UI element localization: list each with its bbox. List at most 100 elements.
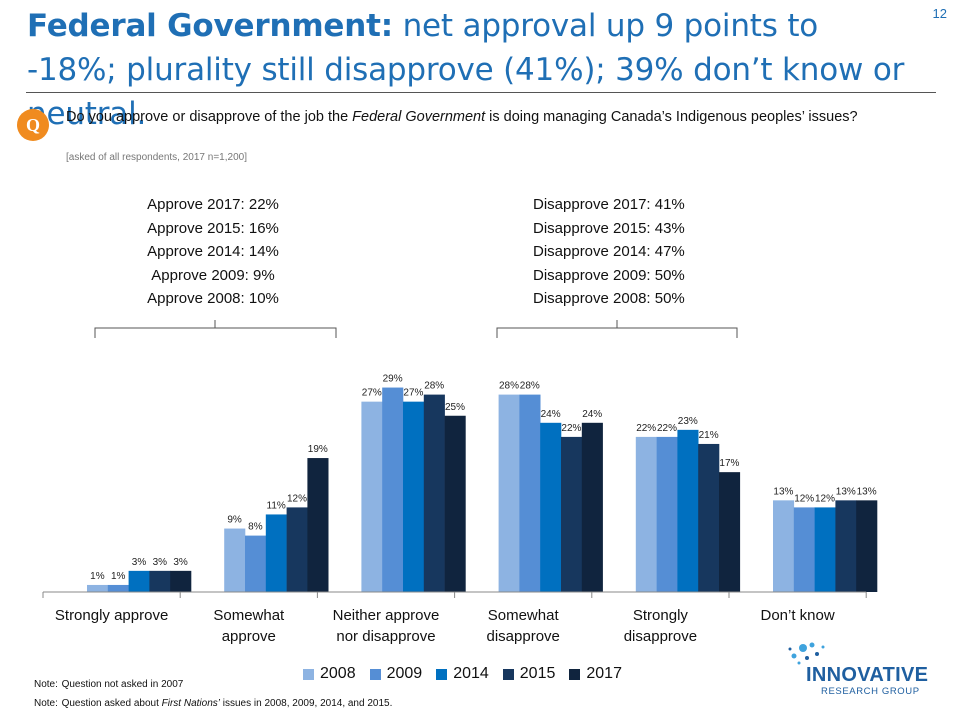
logo-subtitle: RESEARCH GROUP [821,686,920,697]
data-label: 22% [561,423,581,434]
data-label: 3% [173,557,188,568]
legend-label: 2008 [320,665,356,682]
bar [245,535,267,592]
bar [224,528,246,592]
bar [265,514,287,592]
legend-label: 2017 [586,665,622,682]
approve-summary-line: Approve 2008: 10% [147,290,279,307]
bar [444,415,466,592]
bar [793,507,815,592]
bar [87,584,109,592]
data-label: 17% [719,458,739,469]
data-label: 28% [499,381,519,392]
footnote-text-after: issues in 2008, 2009, 2014, and 2015. [220,698,393,709]
footnote-text: Question not asked in 2007 [61,679,184,690]
footnote-text: Question asked about [61,698,162,709]
legend-item: 2008 [303,665,356,683]
bar [403,401,425,592]
disapprove-summary-line: Disapprove 2009: 50% [533,266,685,284]
disapprove-summary-line: Disapprove 2008: 50% [533,290,685,307]
data-label: 13% [773,486,793,497]
data-label: 24% [541,409,561,420]
data-label: 12% [794,493,814,504]
question-text-after: is doing managing Canada’s Indigenous pe… [485,109,858,125]
data-label: 3% [153,557,168,568]
chart-legend: 2008 2009 2014 2015 2017 [303,664,622,684]
disapprove-summary-line: Disapprove 2017: 41% [533,196,685,213]
approve-summary-line: Approve 2014: 14% [147,243,279,260]
bar [814,507,836,592]
x-axis: Strongly approve Somewhat approve Neither a… [42,591,867,645]
disapprove-summary-line: Disapprove 2015: 43% [533,219,685,237]
bar [719,472,741,592]
data-label: 27% [362,388,382,399]
approve-brace [94,320,337,338]
legend-swatch [569,668,581,680]
bar [519,394,541,592]
data-label: 23% [678,416,698,427]
question-text-before: Do you approve or disapprove of the job … [66,109,353,125]
data-label: 22% [636,423,656,434]
data-label: 27% [403,388,423,399]
bar [635,436,657,592]
bar [773,500,795,592]
data-label: 8% [248,522,263,533]
category-label: Strongly approve [55,607,168,624]
question-text: Do you approve or disapprove of the job … [66,107,886,127]
legend-swatch [303,668,314,680]
bar [423,394,445,592]
legend-item: 2009 [369,665,423,683]
footnote-label: Note: [34,679,58,690]
approve-summary-line: Approve 2015: 16% [147,219,279,237]
legend-swatch [502,668,514,680]
bar [856,500,878,592]
legend-swatch [436,668,448,680]
page-number: 12 [932,6,947,21]
approve-summary: Approve 2017: 22% Approve 2015: 16% Appr… [128,193,298,311]
question-note: [asked of all respondents, 2017 n=1,200] [66,152,247,163]
data-label: 3% [132,557,147,568]
bar [307,458,329,592]
legend-item: 2015 [502,665,556,683]
footnote: Note: Question not asked in 2007 [34,675,392,694]
data-label: 11% [267,500,286,511]
question-badge: Q [17,109,49,141]
category-label: Somewhat disapprove [487,607,560,645]
logo-dots-icon [788,642,825,665]
legend-label: 2015 [519,665,556,682]
footnote: Note: Question asked about First Nations… [34,694,392,713]
disapprove-brace [496,320,738,338]
bar [361,401,383,592]
bar [107,584,129,592]
legend-label: 2009 [386,665,423,682]
data-label: 13% [836,486,856,497]
title-bold: Federal Government: [27,8,393,44]
question-text-italic: Federal Government [352,109,486,125]
data-label: 19% [308,444,328,455]
data-label: 1% [111,571,126,582]
data-label: 21% [699,430,719,441]
bar [835,500,857,592]
bars-layer: 1% 1%3% 3% 3%9%8%11%12%19%27%29%27%28%25%28… [87,374,878,592]
data-label: 29% [383,374,403,385]
data-label: 28% [424,381,444,392]
data-label: 1% [90,571,105,582]
bar [561,436,583,592]
bar [128,570,150,592]
category-label: Don’t know [760,607,834,624]
category-label: Somewhat approve [213,607,285,645]
data-label: 12% [815,493,835,504]
data-label: 13% [857,486,877,497]
legend-swatch [369,668,381,680]
approve-summary-line: Approve 2009: 9% [151,266,275,284]
slide-title: Federal Government: net approval up 9 po… [27,4,907,136]
bar [698,443,720,592]
footnote-italic: First Nations’ [161,698,220,709]
bar [540,422,562,592]
legend-item: 2017 [569,665,622,683]
footnote-label: Note: [34,698,58,709]
title-divider [26,92,936,93]
disapprove-summary: Disapprove 2017: 41% Disapprove 2015: 43… [533,193,723,311]
title-rest: net approval up 9 points to -18%; plural… [27,8,905,132]
data-label: 25% [445,402,465,413]
